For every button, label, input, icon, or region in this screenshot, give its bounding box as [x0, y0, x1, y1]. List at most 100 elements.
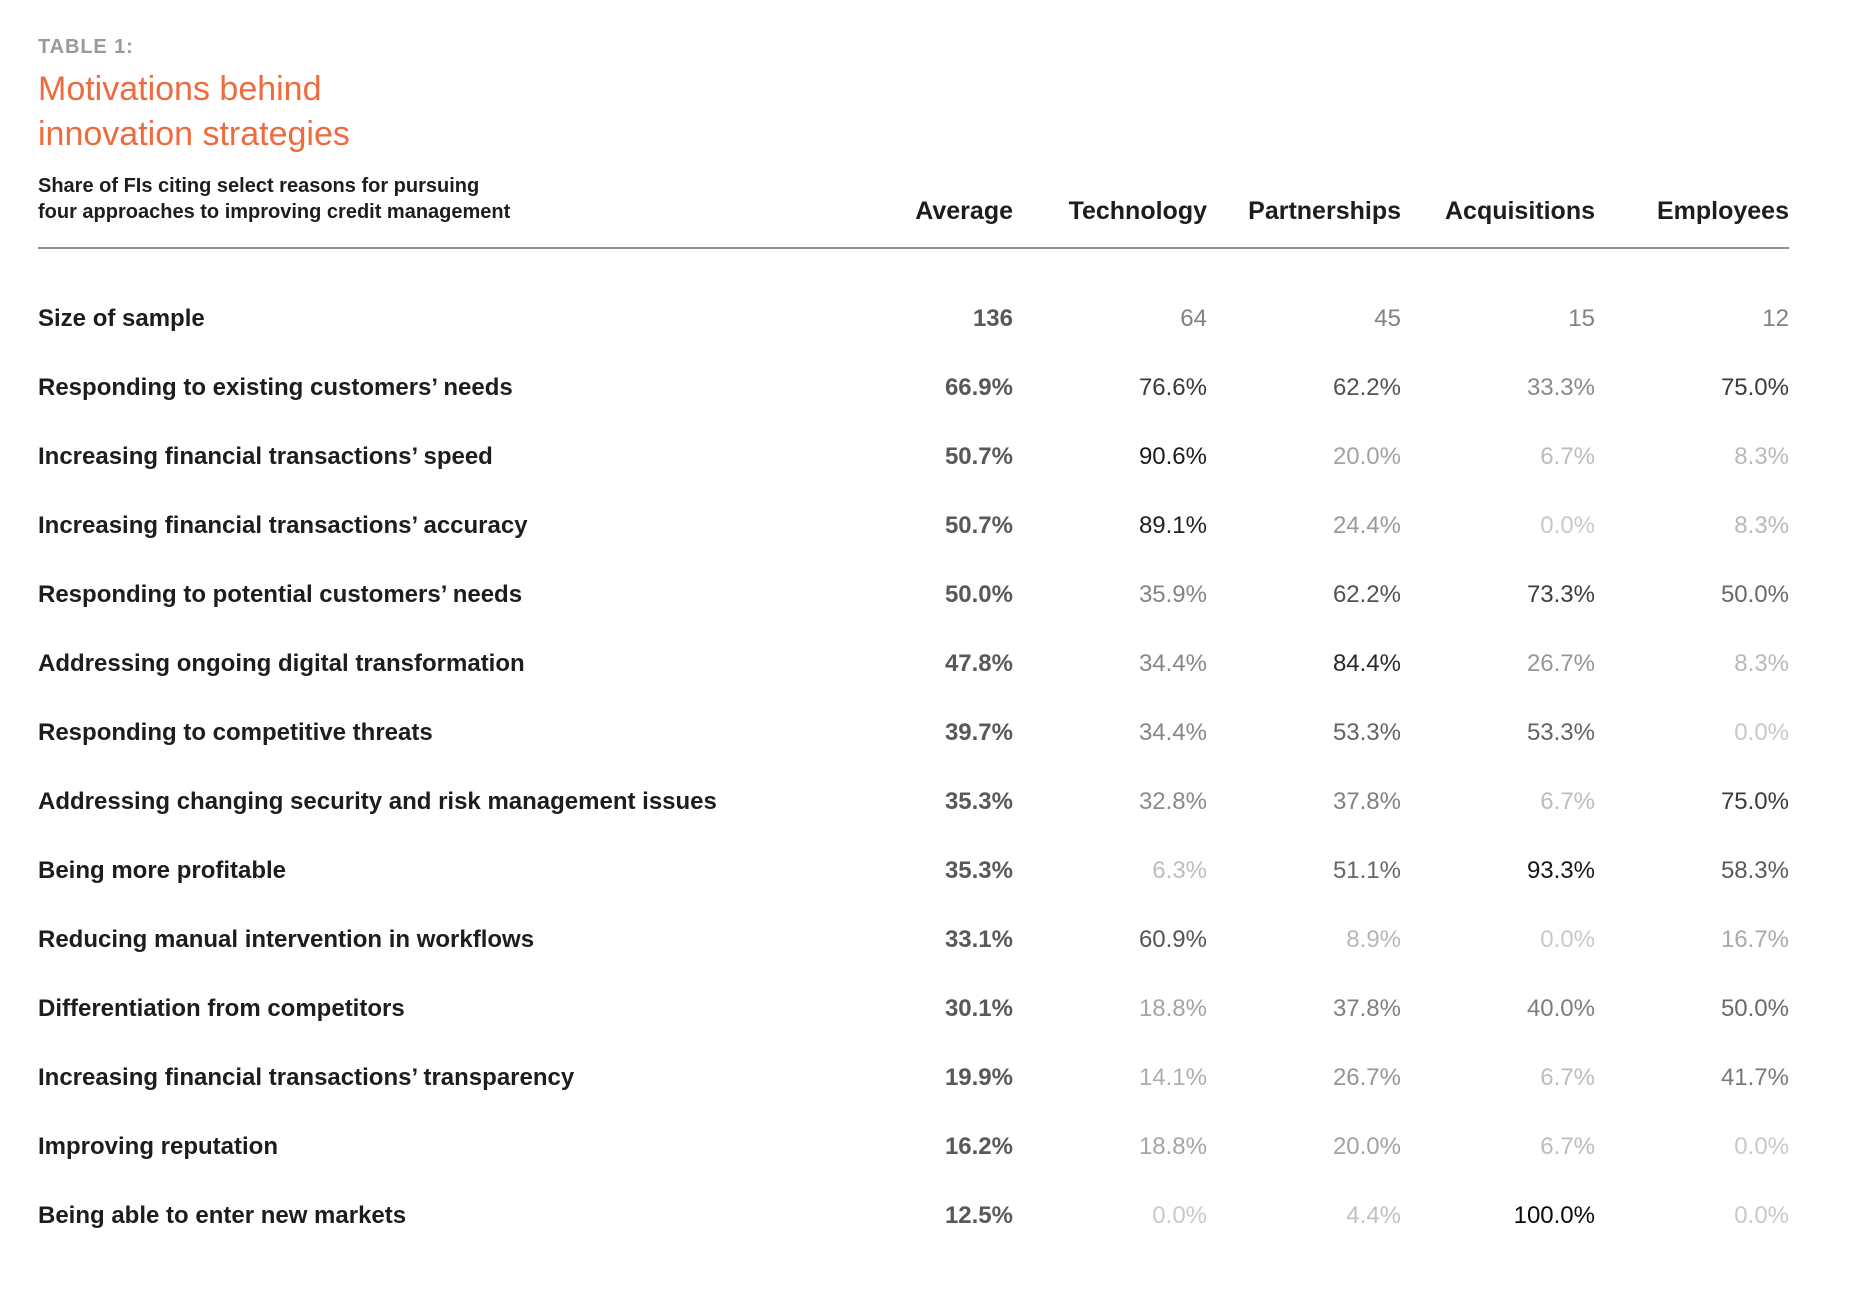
table-title-line2: innovation strategies: [38, 115, 350, 153]
cell-value: 0.0%: [1734, 1201, 1789, 1229]
cell-value: 6.7%: [1540, 1132, 1595, 1160]
table-row: Being able to enter new markets 12.5% 0.0%…: [38, 1181, 1789, 1250]
cell-value: 6.7%: [1540, 1063, 1595, 1091]
table-row: Reducing manual intervention in workflow…: [38, 905, 1789, 974]
cell-average: 50.0%: [944, 580, 1013, 608]
table-row: Increasing financial transactions’ speed…: [38, 422, 1789, 491]
cell-value: 12: [1762, 304, 1789, 332]
table-title-line1: Motivations behind: [38, 70, 322, 108]
table-row: Addressing ongoing digital transformatio…: [38, 629, 1789, 698]
cell-value: 34.4%: [1138, 718, 1207, 746]
cell-average: 19.9%: [944, 1063, 1013, 1091]
table-subtitle: Share of FIs citing select reasons for p…: [38, 173, 819, 225]
cell-value: 64: [1180, 304, 1207, 332]
row-label: Improving reputation: [38, 1132, 278, 1160]
cell-value: 53.3%: [1526, 718, 1595, 746]
cell-value: 0.0%: [1540, 511, 1595, 539]
cell-average: 47.8%: [944, 649, 1013, 677]
cell-average: 33.1%: [944, 925, 1013, 953]
cell-value: 18.8%: [1138, 994, 1207, 1022]
cell-value: 93.3%: [1526, 856, 1595, 884]
cell-value: 37.8%: [1332, 787, 1401, 815]
row-label: Addressing ongoing digital transformatio…: [38, 649, 525, 677]
cell-value: 20.0%: [1332, 442, 1401, 470]
cell-value: 75.0%: [1720, 373, 1789, 401]
cell-value: 8.3%: [1734, 511, 1789, 539]
cell-value: 84.4%: [1332, 649, 1401, 677]
row-label: Size of sample: [38, 304, 205, 332]
table-body: Size of sample 136 64 45 15 12 Responding to e…: [38, 249, 1789, 1250]
cell-value: 41.7%: [1720, 1063, 1789, 1091]
cell-average: 16.2%: [944, 1132, 1013, 1160]
row-label: Responding to existing customers’ needs: [38, 373, 513, 401]
row-label: Increasing financial transactions’ speed: [38, 442, 493, 470]
cell-value: 62.2%: [1332, 373, 1401, 401]
cell-value: 6.7%: [1540, 442, 1595, 470]
cell-value: 6.7%: [1540, 787, 1595, 815]
cell-value: 51.1%: [1332, 856, 1401, 884]
cell-average: 35.3%: [944, 787, 1013, 815]
cell-value: 33.3%: [1526, 373, 1595, 401]
cell-value: 18.8%: [1138, 1132, 1207, 1160]
cell-average: 136: [972, 304, 1013, 332]
cell-value: 58.3%: [1720, 856, 1789, 884]
table-number-label: TABLE 1:: [38, 36, 134, 58]
cell-value: 0.0%: [1734, 718, 1789, 746]
cell-value: 50.0%: [1720, 580, 1789, 608]
table-row: Addressing changing security and risk ma…: [38, 767, 1789, 836]
column-header-partnerships: Partnerships: [1248, 197, 1401, 225]
cell-value: 24.4%: [1332, 511, 1401, 539]
cell-value: 8.3%: [1734, 649, 1789, 677]
cell-value: 0.0%: [1540, 925, 1595, 953]
cell-average: 50.7%: [944, 442, 1013, 470]
cell-value: 37.8%: [1332, 994, 1401, 1022]
row-label: Responding to competitive threats: [38, 718, 433, 746]
row-label: Differentiation from competitors: [38, 994, 405, 1022]
column-header-employees: Employees: [1656, 197, 1789, 225]
cell-average: 39.7%: [944, 718, 1013, 746]
cell-value: 90.6%: [1138, 442, 1207, 470]
table-header-row: Share of FIs citing select reasons for p…: [38, 173, 1789, 225]
cell-value: 35.9%: [1138, 580, 1207, 608]
cell-value: 45: [1374, 304, 1401, 332]
row-label: Addressing changing security and risk ma…: [38, 787, 717, 815]
cell-value: 20.0%: [1332, 1132, 1401, 1160]
cell-value: 60.9%: [1138, 925, 1207, 953]
table-title: Motivations behind innovation strategies: [38, 67, 1789, 157]
cell-value: 14.1%: [1138, 1063, 1207, 1091]
header-divider: [38, 247, 1789, 249]
column-header-acquisitions: Acquisitions: [1444, 197, 1595, 225]
cell-value: 0.0%: [1152, 1201, 1207, 1229]
table-row: Responding to potential customers’ needs…: [38, 560, 1789, 629]
cell-value: 6.3%: [1152, 856, 1207, 884]
cell-value: 15: [1568, 304, 1595, 332]
cell-value: 26.7%: [1332, 1063, 1401, 1091]
cell-value: 8.9%: [1346, 925, 1401, 953]
table-row: Increasing financial transactions’ accur…: [38, 491, 1789, 560]
cell-value: 0.0%: [1734, 1132, 1789, 1160]
row-label: Being able to enter new markets: [38, 1201, 407, 1229]
table-row: Increasing financial transactions’ trans…: [38, 1043, 1789, 1112]
cell-value: 75.0%: [1720, 787, 1789, 815]
cell-value: 4.4%: [1346, 1201, 1401, 1229]
cell-average: 50.7%: [944, 511, 1013, 539]
table-row: Being more profitable 35.3% 6.3% 51.1% 93.3%…: [38, 836, 1789, 905]
cell-value: 73.3%: [1526, 580, 1595, 608]
cell-value: 53.3%: [1332, 718, 1401, 746]
cell-value: 40.0%: [1526, 994, 1595, 1022]
table-row: Improving reputation 16.2% 18.8% 20.0% 6.7% 0…: [38, 1112, 1789, 1181]
row-label: Being more profitable: [38, 856, 287, 884]
column-header-technology: Technology: [1068, 197, 1207, 225]
cell-value: 62.2%: [1332, 580, 1401, 608]
table-row: Responding to existing customers’ needs 6…: [38, 353, 1789, 422]
cell-value: 8.3%: [1734, 442, 1789, 470]
cell-value: 32.8%: [1138, 787, 1207, 815]
row-label: Reducing manual intervention in workflow…: [38, 925, 535, 953]
cell-value: 76.6%: [1138, 373, 1207, 401]
row-label: Responding to potential customers’ needs: [38, 580, 523, 608]
cell-value: 34.4%: [1138, 649, 1207, 677]
row-label: Increasing financial transactions’ trans…: [38, 1063, 575, 1091]
column-header-average: Average: [915, 197, 1013, 225]
table-subtitle-line1: Share of FIs citing select reasons for p…: [38, 175, 480, 197]
